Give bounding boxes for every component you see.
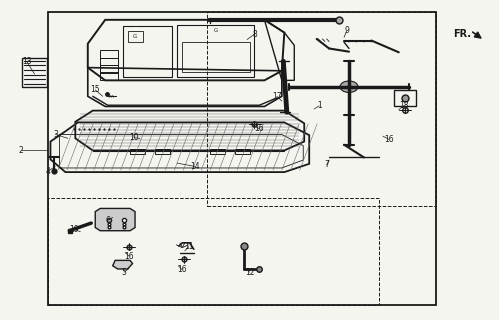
Text: G: G: [133, 34, 137, 39]
Text: 8: 8: [252, 30, 257, 39]
Text: 16: 16: [254, 124, 264, 133]
Circle shape: [340, 81, 358, 92]
Text: 6: 6: [105, 216, 110, 225]
Text: 5: 5: [122, 268, 127, 277]
Text: 11: 11: [184, 242, 194, 251]
Text: 15: 15: [90, 85, 100, 94]
Text: 3: 3: [53, 130, 58, 139]
Text: 18: 18: [399, 101, 409, 110]
Text: 4: 4: [45, 167, 50, 176]
Text: FR.: FR.: [454, 29, 472, 39]
Text: 1: 1: [317, 101, 321, 110]
Polygon shape: [95, 208, 135, 231]
Polygon shape: [113, 260, 133, 269]
Text: 12: 12: [245, 268, 254, 277]
Text: 2: 2: [18, 146, 23, 155]
Text: 7: 7: [324, 160, 329, 169]
Text: 16: 16: [178, 265, 187, 275]
Text: 14: 14: [190, 162, 200, 171]
Text: 13: 13: [22, 57, 31, 66]
Text: 17: 17: [272, 92, 281, 101]
Text: G: G: [214, 28, 218, 34]
Text: 19: 19: [69, 225, 79, 234]
Text: 9: 9: [344, 27, 349, 36]
Text: 16: 16: [384, 135, 394, 144]
Text: 16: 16: [124, 252, 134, 261]
Text: 10: 10: [129, 133, 139, 142]
